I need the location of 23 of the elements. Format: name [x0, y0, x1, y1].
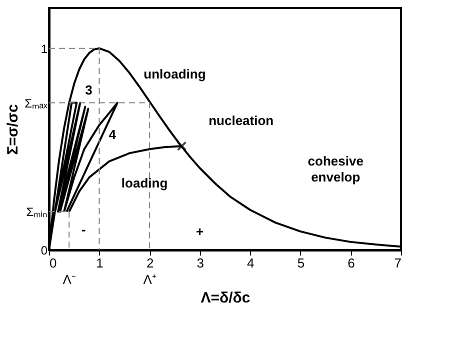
y-tick-label: Σₘᵢₙ [26, 205, 48, 220]
x-tick-label: 7 [394, 256, 402, 270]
annotation: + [196, 224, 204, 239]
x-tick-label: 2 [146, 256, 154, 270]
y-axis-title: Σ=σ/σc [4, 104, 22, 155]
annotation: Λ⁻ [62, 272, 76, 287]
x-tick-label: 1 [96, 256, 104, 270]
annotation: - [82, 222, 86, 237]
annotation: nucleation [208, 112, 274, 128]
y-tick-label: 0 [40, 244, 48, 258]
x-axis-title: Λ=δ/δc [200, 290, 250, 306]
annotation: 4 [108, 127, 117, 142]
annotation: cohesive envelop [308, 153, 364, 184]
x-tick-label: 4 [247, 256, 254, 270]
annotation: unloading [144, 66, 206, 82]
annotation: 3 [85, 82, 92, 98]
x-tick-label: 5 [297, 256, 305, 270]
x-tick-label: 3 [196, 256, 204, 270]
y-tick-label: Σₘₐₓ [24, 96, 48, 110]
annotation: loading [121, 175, 168, 190]
annotation: Λ⁺ [143, 272, 156, 287]
y-tick-label: 1 [40, 42, 48, 56]
x-tick-label: 6 [348, 256, 355, 270]
